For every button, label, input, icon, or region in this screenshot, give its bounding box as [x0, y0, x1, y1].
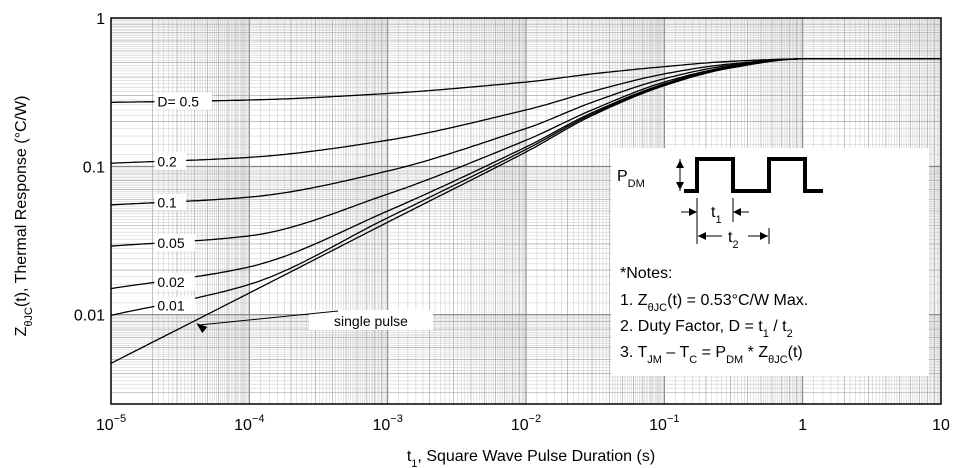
series-line [110, 58, 941, 364]
curve-labels: D= 0.5 0.2 0.1 0.05 0.02 0.01 single pulse [154, 92, 433, 334]
curve-label: 0.1 [157, 195, 177, 211]
single-pulse-label-bg [309, 310, 433, 330]
t1-label: t1 [711, 204, 722, 226]
notes-line: 2. Duty Factor, D = t1 / t2 [620, 318, 793, 340]
notes-box: *Notes: 1. ZθJC(t) = 0.53°C/W Max. 2. Duty… [611, 258, 929, 376]
duty-cycle-inset: PDM t1 t2 [611, 148, 929, 258]
y-axis-title: ZθJC(t), Thermal Response (°C/W) [13, 96, 35, 337]
curve-label-bg [154, 152, 187, 170]
plot-frame [110, 17, 942, 405]
notes-line: 1. ZθJC(t) = 0.53°C/W Max. [620, 292, 808, 314]
callout-line [199, 310, 339, 326]
x-tick-label: 10−5 [96, 413, 126, 434]
callout-arrowhead [196, 323, 208, 334]
single-pulse-label: single pulse [334, 313, 408, 329]
curve-label-bg [154, 296, 195, 314]
curve-label-bg [154, 193, 187, 211]
arrowhead [733, 208, 741, 216]
curve-label-bg [154, 234, 195, 252]
x-tick-label: 10−4 [234, 413, 264, 434]
notes-title: *Notes: [620, 265, 672, 282]
curve-label-bg [154, 92, 212, 110]
y-tick-label: 1 [96, 11, 105, 28]
curve-label: 0.2 [157, 153, 177, 169]
x-tick-label: 10−1 [649, 413, 679, 434]
x-tick-label: 10−2 [511, 413, 541, 434]
notes-bg [611, 258, 929, 376]
y-tick-label: 0.1 [83, 159, 105, 176]
arrow-up [676, 160, 684, 168]
curves [110, 58, 941, 364]
arrowhead [689, 208, 697, 216]
x-tick-label: 10 [932, 417, 950, 434]
pulse-waveform [684, 157, 823, 193]
t2-label: t2 [728, 229, 739, 251]
curve-label-bg [154, 272, 195, 290]
x-axis-title: t1, Square Wave Pulse Duration (s) [407, 448, 655, 468]
arrowhead [760, 232, 768, 240]
axis-titles: t1, Square Wave Pulse Duration (s) ZθJC(t… [13, 96, 655, 468]
curve-label: 0.02 [157, 274, 184, 290]
curve-label: 0.01 [157, 298, 184, 314]
axis-ticks: 10−5 10−4 10−3 10−2 10−1 1 10 1 0.1 0.01 [74, 11, 950, 434]
pdm-label: PDM [617, 168, 645, 190]
x-tick-label: 1 [798, 417, 807, 434]
arrowhead [698, 232, 706, 240]
curve-label: 0.05 [157, 235, 184, 251]
curve-label: D= 0.5 [157, 94, 199, 110]
arrow-down [676, 182, 684, 190]
x-tick-label: 10−3 [372, 413, 402, 434]
notes-line: 3. TJM – TC = PDM * ZθJC(t) [620, 344, 803, 366]
y-tick-label: 0.01 [74, 308, 105, 325]
